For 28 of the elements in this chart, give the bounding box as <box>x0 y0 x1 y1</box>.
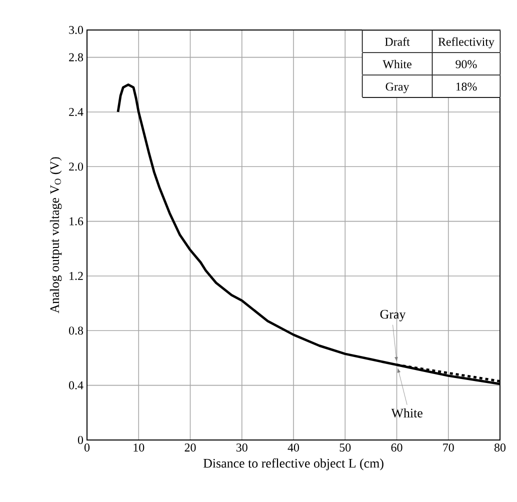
annotation: 90% <box>456 60 477 68</box>
annotation: 18% <box>456 82 477 91</box>
y-tick-label: 0 <box>78 436 84 444</box>
x-tick-label: 40 <box>288 444 300 452</box>
text: Gray <box>380 310 406 322</box>
x-tick-label: 10 <box>134 444 144 452</box>
annotation: White <box>382 60 412 68</box>
x-axis-title: Disance to reflective object L (cm) <box>203 458 384 470</box>
x-tick-label: 80 <box>494 444 506 452</box>
x-tick-label: 60 <box>391 444 402 452</box>
y-tick-label: 0.4 <box>68 381 84 390</box>
y-tick-label: 2.4 <box>69 108 84 116</box>
annotation: Gray <box>386 82 410 94</box>
y-tick-label: 1.2 <box>70 272 83 280</box>
y-tick-label: 3.0 <box>69 26 84 34</box>
y-tick-label: 2.8 <box>69 53 84 62</box>
y-axis-title: Analog output voltage V$_{O}$ (V) <box>50 157 62 314</box>
y-tick-label: 0.8 <box>68 326 84 335</box>
x-tick-label: 30 <box>236 444 248 452</box>
x-tick-label: 50 <box>340 444 351 452</box>
annotation: Draft <box>385 37 410 46</box>
x-tick-label: 0 <box>84 444 90 452</box>
text: White <box>391 408 422 418</box>
annotation: Reflectivity <box>438 37 494 48</box>
y-tick-label: 2.0 <box>69 162 84 171</box>
x-tick-label: 20 <box>184 444 196 452</box>
y-tick-label: 1.6 <box>70 217 84 226</box>
x-tick-label: 70 <box>443 444 454 452</box>
